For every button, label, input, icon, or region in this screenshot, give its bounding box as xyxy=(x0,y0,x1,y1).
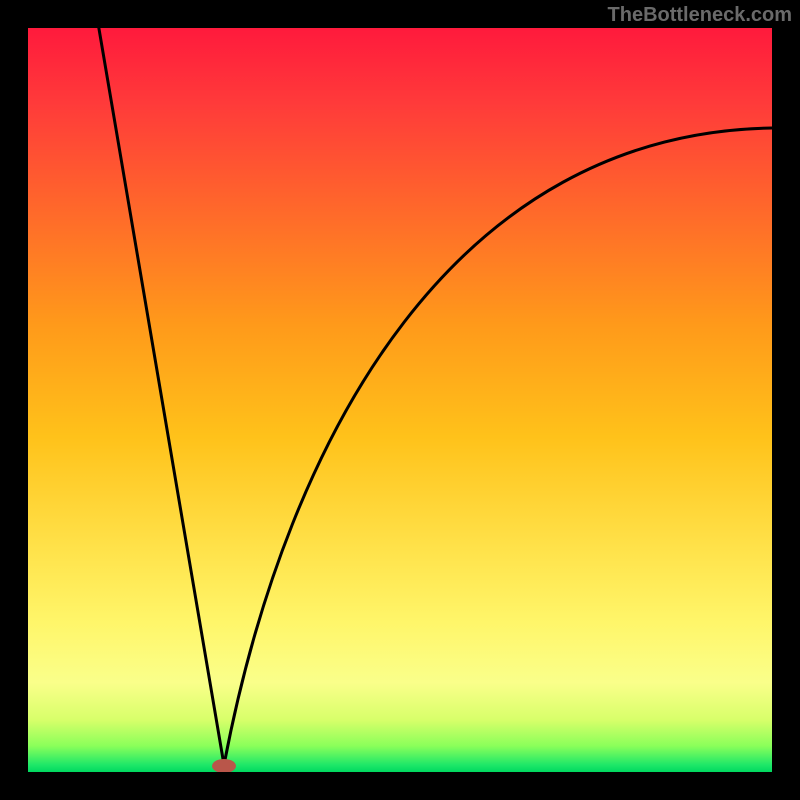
bottleneck-curve xyxy=(98,28,772,765)
chart-container: TheBottleneck.com xyxy=(0,0,800,800)
curve-layer xyxy=(28,28,772,772)
plot-area xyxy=(28,28,772,772)
minimum-marker xyxy=(212,759,236,772)
watermark-text: TheBottleneck.com xyxy=(608,4,792,27)
